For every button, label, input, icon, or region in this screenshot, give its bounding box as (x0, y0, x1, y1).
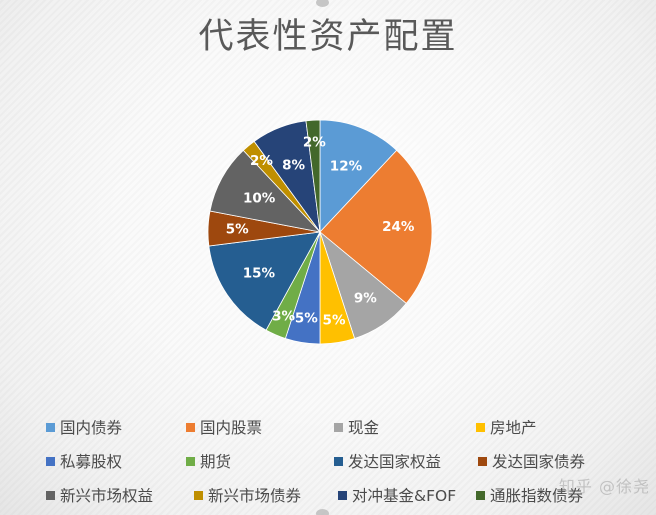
legend-swatch-icon (46, 490, 55, 500)
legend-item[interactable]: 发达国家债券 (478, 450, 585, 472)
legend-item[interactable]: 新兴市场权益 (46, 484, 153, 506)
pie-slice-group (207, 119, 433, 345)
legend-swatch-icon (334, 456, 343, 466)
pie-chart-svg: 12%24%9%5%5%3%15%5%10%2% 8%2% (207, 119, 433, 345)
pie-label-group: 12%24%9%5%5%3%15%5%10%2% 8%2% (226, 135, 415, 329)
legend-item-label: 新兴市场权益 (60, 487, 154, 505)
pie-slice-label: 5% (226, 221, 249, 237)
chart-legend: 国内债券 国内股票 现金 房地产 私募股权 期货 发达国家权益 发达国家债券 新兴市场权益 新兴市… (46, 410, 626, 512)
legend-row: 新兴市场权益 新兴市场债券 对冲基金&FOF 通胀指数债券 (46, 478, 626, 512)
legend-item-label: 发达国家权益 (348, 453, 442, 471)
legend-item[interactable]: 现金 (334, 416, 379, 438)
legend-swatch-icon (476, 422, 485, 432)
legend-swatch-icon (476, 490, 485, 500)
legend-swatch-icon (334, 422, 343, 432)
pie-slice[interactable] (208, 231, 321, 331)
legend-item-label: 通胀指数债券 (490, 487, 584, 505)
legend-item-label: 期货 (200, 453, 232, 471)
pie-slice-label: 10% (243, 191, 276, 207)
watermark: 知乎 @徐尧 (558, 477, 650, 496)
pie-slice-label: 15% (243, 266, 276, 282)
page-title: 代表性资产配置 (198, 17, 458, 57)
legend-item[interactable]: 对冲基金&FOF (338, 484, 456, 506)
pie-slice-label: 2% (303, 135, 326, 151)
legend-swatch-icon (338, 490, 347, 500)
pie-slice-label: 3% (272, 308, 295, 324)
pie-slice-label: 8% (282, 157, 305, 173)
decorative-dot-bottom (316, 509, 329, 515)
legend-item-label: 对冲基金&FOF (352, 487, 457, 505)
legend-item[interactable]: 房地产 (476, 416, 537, 438)
decorative-dot-top (316, 0, 329, 7)
legend-swatch-icon (46, 422, 55, 432)
legend-item-label: 私募股权 (60, 453, 123, 471)
legend-item-label: 国内股票 (200, 419, 263, 437)
pie-chart: 12% 24% 9% 5% 5% 3% 15% 5% 10% 2% 8% 2% (207, 119, 433, 345)
legend-item[interactable]: 新兴市场债券 (194, 484, 301, 506)
legend-item-label: 发达国家债券 (492, 453, 586, 471)
legend-row: 国内债券 国内股票 现金 房地产 (46, 410, 626, 444)
legend-item[interactable]: 国内债券 (46, 416, 122, 438)
legend-item-label: 国内债券 (60, 419, 123, 437)
pie-slice[interactable] (305, 119, 321, 233)
legend-item[interactable]: 期货 (186, 450, 231, 472)
legend-item-label: 房地产 (490, 419, 537, 437)
legend-item[interactable]: 国内股票 (186, 416, 262, 438)
pie-slice-label: 2% (250, 153, 273, 169)
legend-swatch-icon (46, 456, 55, 466)
legend-item[interactable]: 私募股权 (46, 450, 122, 472)
pie-slice-label: 24% (382, 219, 415, 235)
legend-row: 私募股权 期货 发达国家权益 发达国家债券 (46, 444, 626, 478)
pie-slice-label: 9% (354, 291, 377, 307)
legend-swatch-icon (478, 456, 487, 466)
legend-swatch-icon (186, 422, 195, 432)
legend-swatch-icon (194, 490, 203, 500)
legend-item-label: 新兴市场债券 (208, 487, 302, 505)
pie-slice-label: 12% (330, 158, 363, 174)
pie-slice[interactable] (319, 119, 398, 234)
legend-item-label: 现金 (348, 419, 380, 437)
legend-item[interactable]: 发达国家权益 (334, 450, 441, 472)
pie-slice-label: 5% (323, 313, 346, 329)
pie-slice[interactable] (319, 149, 433, 304)
legend-swatch-icon (186, 456, 195, 466)
pie-slice-label: 5% (295, 310, 318, 326)
legend-item[interactable]: 通胀指数债券 (476, 484, 583, 506)
